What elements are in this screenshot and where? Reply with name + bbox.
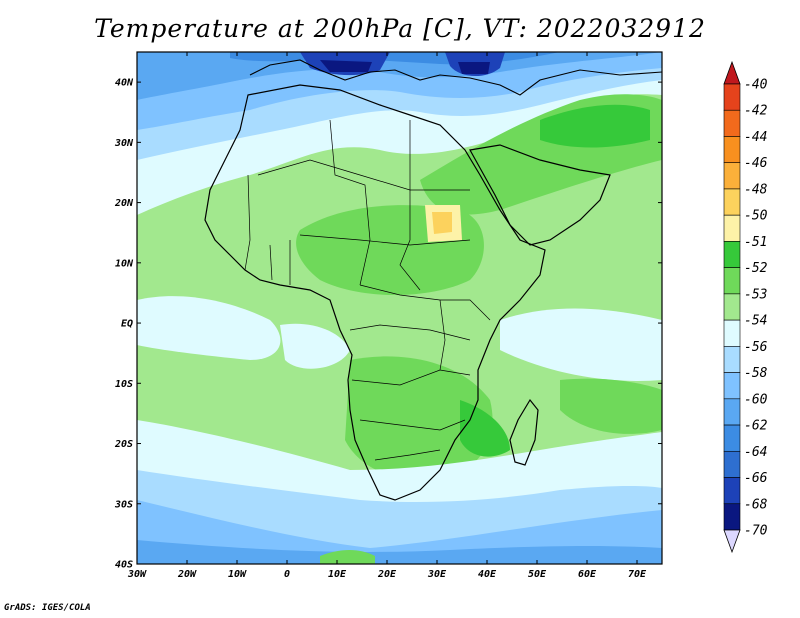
colorbar-swatch: [723, 477, 741, 505]
colorbar-swatch: [723, 398, 741, 426]
colorbar-label: -52: [744, 261, 768, 276]
lon-tick-label: 50E: [528, 569, 547, 580]
temperature-field: [137, 52, 662, 564]
lon-tick-label: 10E: [328, 569, 347, 580]
colorbar-label: -56: [744, 340, 768, 355]
lat-tick-label: 10S: [115, 379, 133, 390]
colorbar-label: -54: [744, 314, 767, 329]
lat-tick-label: 40S: [115, 560, 133, 571]
lat-tick-label: 30S: [114, 499, 133, 510]
colorbar-label: -51: [744, 235, 767, 250]
colorbar-swatch: [723, 162, 741, 190]
colorbar-swatch: [723, 136, 741, 164]
lon-tick-label: 70E: [628, 569, 647, 580]
colorbar-swatch: [723, 346, 741, 373]
colorbar-swatch: [723, 214, 741, 242]
map-frame: [136, 51, 663, 565]
chart-title: Temperature at 200hPa [C], VT: 202203291…: [94, 14, 706, 43]
colorbar-swatch: [723, 267, 741, 295]
colorbar-swatch: [723, 424, 741, 452]
longitude-labels: 30W 20W 10W 0 10E 20E 30E 40E 50E 60E 70E: [127, 569, 647, 580]
colorbar-label: -50: [744, 209, 768, 224]
colorbar-label: -53: [744, 287, 767, 302]
lon-tick-label: 20E: [377, 569, 397, 580]
colorbar-swatch: [723, 293, 741, 321]
lat-tick-label: 20S: [114, 439, 133, 450]
colorbar-label: -58: [744, 366, 768, 381]
colorbar-label: -68: [744, 497, 768, 512]
colorbar-label: -70: [744, 524, 768, 539]
lat-tick-label: 40N: [115, 78, 134, 89]
lon-tick-label: 10W: [228, 569, 247, 580]
colorbar-label: -40: [744, 78, 768, 93]
lon-tick-label: 60E: [578, 569, 597, 580]
colorbar-swatch: [723, 241, 741, 268]
colorbar-swatch: [723, 450, 741, 478]
lon-tick-label: 20W: [177, 569, 197, 580]
colorbar-swatch: [723, 83, 741, 111]
colorbar-top-arrow: [723, 60, 741, 85]
grads-credit: GrADS: IGES/COLA: [4, 603, 91, 613]
colorbar-label: -60: [744, 392, 768, 407]
colorbar-swatch: [723, 109, 741, 137]
colorbar-swatch: [723, 372, 741, 400]
colorbar-bottom-arrow: [723, 529, 741, 554]
lat-tick-label: 30N: [114, 138, 134, 149]
colorbar: -40 -42 -44 -46 -48 -50 -51 -52 -53 -54 -56 -58 -60 -…: [723, 60, 768, 554]
colorbar-label: -62: [744, 419, 768, 434]
latitude-labels: 40N 30N 20N 10N EQ 10S 20S 30S 40S: [114, 78, 134, 571]
colorbar-label: -42: [744, 104, 768, 119]
colorbar-swatch: [723, 319, 741, 347]
colorbar-label: -48: [744, 182, 768, 197]
colorbar-label: -66: [744, 471, 768, 486]
lat-tick-label: EQ: [121, 319, 133, 330]
colorbar-label: -46: [744, 156, 768, 171]
colorbar-swatch: [723, 188, 741, 216]
lon-tick-label: 0: [284, 569, 290, 580]
colorbar-label: -64: [744, 445, 767, 460]
colorbar-label: -44: [744, 130, 767, 145]
axis-ticks: [136, 52, 662, 565]
lon-tick-label: 30E: [427, 569, 447, 580]
lon-tick-label: 40E: [478, 569, 497, 580]
lat-tick-label: 10N: [115, 258, 134, 269]
colorbar-swatch: [723, 503, 741, 531]
lon-tick-label: 30W: [127, 569, 147, 580]
lat-tick-label: 20N: [114, 198, 134, 209]
